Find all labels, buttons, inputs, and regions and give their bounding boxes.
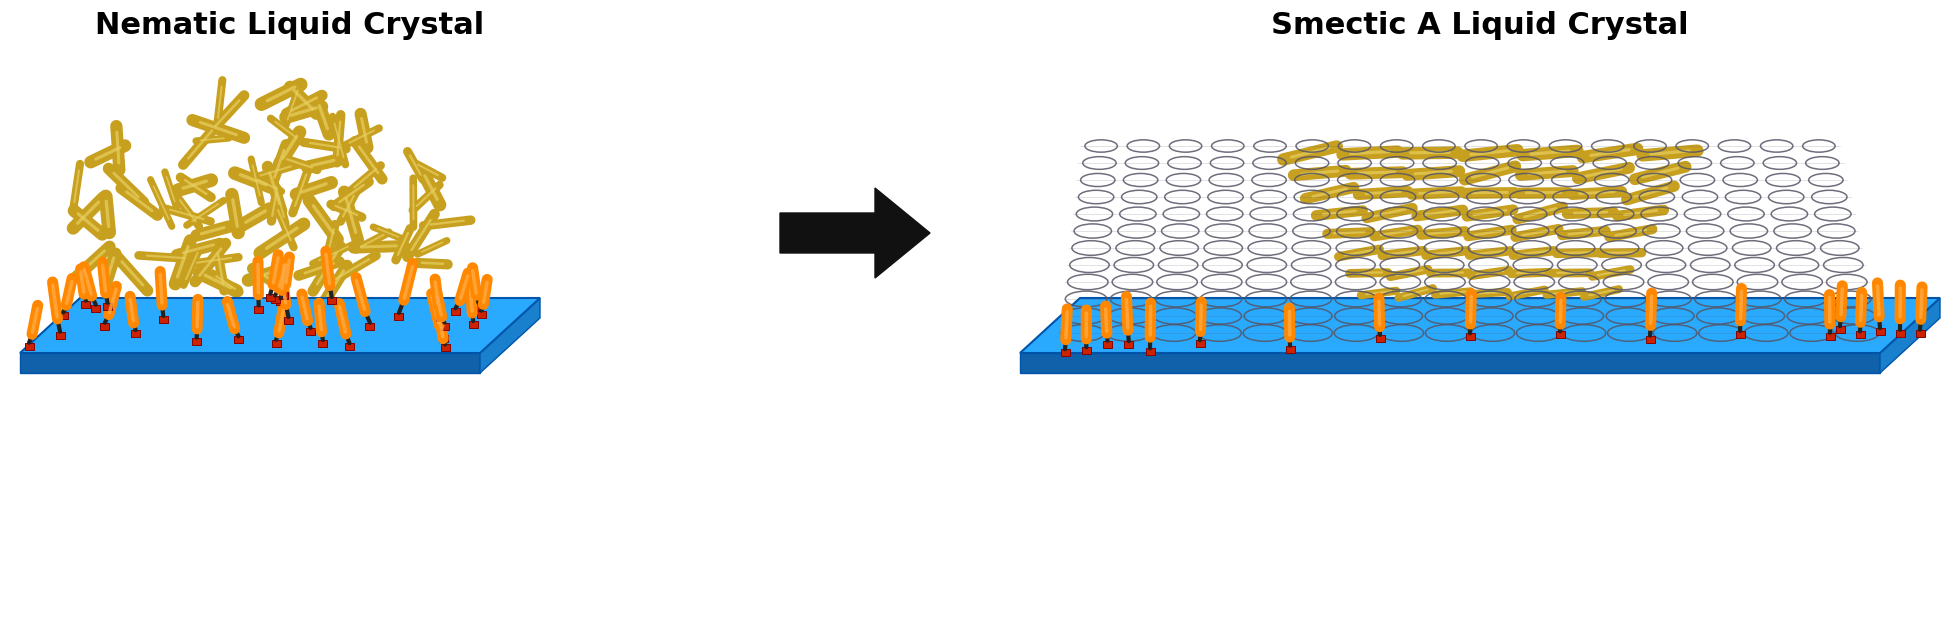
- Polygon shape: [1145, 348, 1155, 355]
- Polygon shape: [1102, 341, 1112, 348]
- Polygon shape: [279, 292, 287, 299]
- Polygon shape: [326, 297, 336, 304]
- Polygon shape: [1466, 333, 1475, 341]
- Polygon shape: [440, 323, 449, 330]
- Polygon shape: [104, 303, 111, 310]
- Polygon shape: [283, 317, 293, 324]
- Polygon shape: [1124, 341, 1133, 348]
- Polygon shape: [1286, 346, 1294, 353]
- Polygon shape: [1061, 349, 1069, 356]
- Polygon shape: [1895, 330, 1905, 337]
- Polygon shape: [1735, 331, 1745, 338]
- Polygon shape: [55, 332, 64, 339]
- Polygon shape: [100, 323, 109, 330]
- Polygon shape: [254, 306, 264, 313]
- Polygon shape: [276, 298, 285, 305]
- Polygon shape: [1020, 353, 1880, 373]
- Polygon shape: [1876, 328, 1884, 335]
- Polygon shape: [395, 313, 403, 320]
- Polygon shape: [92, 304, 100, 311]
- Polygon shape: [475, 303, 483, 310]
- Polygon shape: [234, 336, 242, 343]
- Polygon shape: [1196, 341, 1204, 348]
- Polygon shape: [1645, 335, 1655, 342]
- Polygon shape: [158, 316, 168, 323]
- Polygon shape: [440, 335, 447, 342]
- Polygon shape: [481, 298, 539, 373]
- Polygon shape: [266, 294, 276, 301]
- Polygon shape: [82, 301, 90, 308]
- Polygon shape: [131, 330, 141, 337]
- Polygon shape: [20, 298, 539, 353]
- Polygon shape: [1835, 326, 1845, 334]
- Polygon shape: [1856, 331, 1864, 339]
- Polygon shape: [272, 340, 281, 347]
- Polygon shape: [477, 311, 487, 318]
- Polygon shape: [469, 321, 477, 328]
- Polygon shape: [346, 343, 354, 350]
- Polygon shape: [191, 337, 201, 344]
- Polygon shape: [20, 353, 481, 373]
- Polygon shape: [1376, 335, 1385, 342]
- Polygon shape: [442, 344, 449, 351]
- Polygon shape: [436, 313, 446, 321]
- Polygon shape: [307, 328, 315, 335]
- Polygon shape: [1555, 332, 1565, 339]
- Polygon shape: [1915, 330, 1925, 337]
- Polygon shape: [365, 323, 375, 330]
- Polygon shape: [319, 340, 328, 347]
- Polygon shape: [59, 313, 68, 320]
- Polygon shape: [25, 342, 33, 349]
- Polygon shape: [1020, 298, 1940, 353]
- Polygon shape: [451, 308, 459, 315]
- Polygon shape: [1825, 333, 1835, 340]
- Polygon shape: [1880, 298, 1940, 373]
- Text: Smectic A Liquid Crystal: Smectic A Liquid Crystal: [1272, 11, 1688, 40]
- Polygon shape: [270, 296, 279, 303]
- FancyArrow shape: [780, 188, 930, 278]
- Polygon shape: [1083, 348, 1090, 354]
- Text: Nematic Liquid Crystal: Nematic Liquid Crystal: [96, 11, 485, 40]
